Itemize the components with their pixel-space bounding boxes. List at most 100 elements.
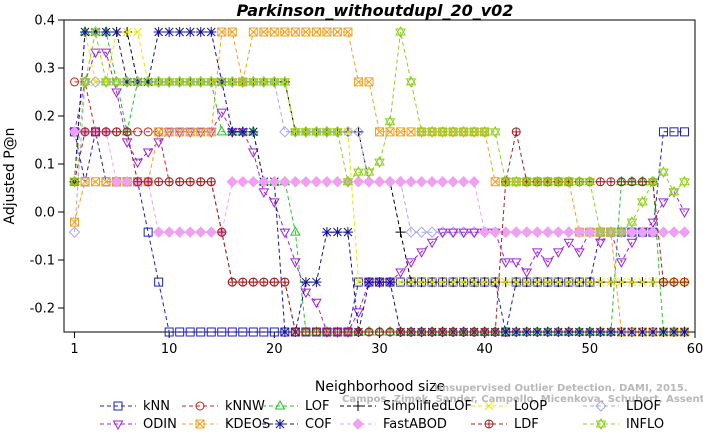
point-ldof-20 xyxy=(279,126,291,138)
point-odin-9 xyxy=(163,128,175,138)
point-ldf-38 xyxy=(469,327,479,337)
point-loop-34 xyxy=(427,277,437,287)
point-cof-1 xyxy=(80,27,91,37)
point-fastabod-36 xyxy=(447,176,459,188)
legend-item-kdeos: KDEOS xyxy=(182,417,270,432)
point-fastabod-39 xyxy=(478,226,491,238)
legend-swatch-marker-ldf xyxy=(484,419,494,429)
point-loop-39 xyxy=(480,277,490,287)
point-fastabod-47 xyxy=(563,226,575,238)
point-odin-4 xyxy=(111,88,122,99)
legend-item-loop: LoOP xyxy=(471,399,547,414)
point-inflo-21 xyxy=(290,125,301,138)
point-ldf-25 xyxy=(332,327,342,337)
point-knn-12 xyxy=(196,327,206,337)
point-fastabod-44 xyxy=(531,226,543,238)
point-fastabod-13 xyxy=(205,226,217,238)
point-odin-2 xyxy=(90,48,101,59)
point-cof-20 xyxy=(279,327,290,337)
legend-item-knnw: kNNW xyxy=(182,399,265,414)
point-knn-15 xyxy=(227,327,237,337)
point-loop-42 xyxy=(511,277,521,287)
point-ldf-51 xyxy=(606,177,616,187)
point-ldf-5 xyxy=(122,127,132,137)
point-loop-53 xyxy=(627,277,637,287)
point-ldf-26 xyxy=(343,327,353,337)
point-knn-19 xyxy=(269,327,279,337)
point-fastabod-19 xyxy=(268,176,281,188)
point-inflo-16 xyxy=(237,75,249,88)
point-inflo-12 xyxy=(195,75,207,88)
point-inflo-34 xyxy=(426,125,438,138)
point-fastabod-34 xyxy=(426,176,438,188)
point-odin-14 xyxy=(216,108,228,119)
point-cof-48 xyxy=(574,327,585,337)
point-ldof-0 xyxy=(68,226,81,238)
point-cof-50 xyxy=(595,327,606,337)
point-inflo-14 xyxy=(216,75,228,88)
point-loop-48 xyxy=(574,277,584,287)
point-cof-25 xyxy=(332,227,343,238)
point-cof-45 xyxy=(542,327,553,337)
point-inflo-46 xyxy=(552,175,564,188)
chart-title: Parkinson_withoutdupl_20_v02 xyxy=(237,1,514,20)
point-cof-12 xyxy=(195,27,206,37)
point-cof-3 xyxy=(101,27,112,37)
point-odin-55 xyxy=(647,218,659,229)
point-inflo-48 xyxy=(573,175,585,188)
legend-item-cof: COF xyxy=(262,417,332,432)
point-loop-45 xyxy=(543,277,553,287)
point-inflo-31 xyxy=(395,25,406,39)
watermark-line-2: Campos, Zimek, Sander, Campello, Micenko… xyxy=(342,394,703,405)
point-odin-19 xyxy=(268,198,280,208)
point-ldf-42 xyxy=(511,127,521,137)
point-loop-41 xyxy=(501,277,511,287)
point-inflo-7 xyxy=(142,75,154,88)
point-kdeos-24 xyxy=(322,27,332,37)
point-fastabod-33 xyxy=(415,176,428,188)
point-cof-13 xyxy=(206,27,217,37)
point-loop-40 xyxy=(490,277,500,287)
point-kdeos-22 xyxy=(301,27,311,37)
point-fastabod-5 xyxy=(121,176,133,188)
point-odin-50 xyxy=(594,238,606,249)
point-ldf-14 xyxy=(217,227,227,237)
point-inflo-37 xyxy=(458,125,469,138)
point-inflo-55 xyxy=(647,175,659,188)
point-odin-21 xyxy=(290,258,301,268)
point-inflo-10 xyxy=(174,75,186,88)
point-kdeos-30 xyxy=(385,127,395,137)
point-kdeos-8 xyxy=(154,127,164,137)
point-knn-18 xyxy=(259,327,269,337)
legend-swatch-marker-simplifiedlof xyxy=(353,401,363,411)
point-knn-58 xyxy=(679,127,689,137)
point-fastabod-24 xyxy=(321,176,333,188)
point-fastabod-9 xyxy=(163,226,175,238)
point-ldf-18 xyxy=(259,277,269,287)
point-kdeos-10 xyxy=(175,127,185,137)
legend-swatch-marker-odin xyxy=(112,420,124,431)
point-ldf-36 xyxy=(448,327,458,337)
point-cof-49 xyxy=(584,327,595,337)
point-loop-36 xyxy=(448,277,458,287)
point-knn-14 xyxy=(217,327,227,337)
point-kdeos-26 xyxy=(343,27,353,37)
point-ldf-22 xyxy=(301,327,311,337)
point-odin-56 xyxy=(658,198,669,208)
point-fastabod-22 xyxy=(300,176,312,188)
point-inflo-25 xyxy=(332,125,343,138)
point-odin-3 xyxy=(100,48,112,59)
point-inflo-4 xyxy=(111,75,122,88)
series-layer xyxy=(68,25,691,339)
point-fastabod-42 xyxy=(510,226,522,238)
legend-item-ldof: LDOF xyxy=(583,399,661,414)
x-axis-label: Neighborhood size xyxy=(315,379,445,395)
point-fastabod-56 xyxy=(657,226,670,238)
point-loop-6 xyxy=(133,27,142,37)
point-inflo-35 xyxy=(437,125,448,138)
point-ldf-6 xyxy=(133,177,143,187)
point-inflo-36 xyxy=(447,125,459,138)
point-ldf-29 xyxy=(375,327,385,337)
y-tick-label-1: -0.1 xyxy=(30,254,55,269)
point-inflo-8 xyxy=(153,75,165,88)
